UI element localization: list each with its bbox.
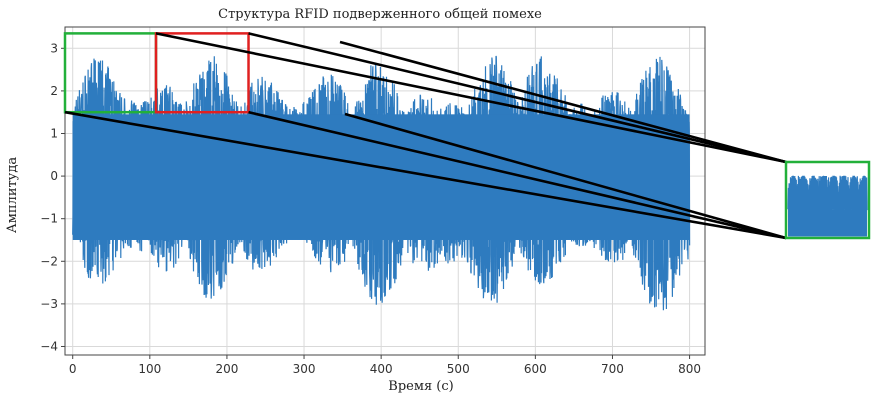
- connector-line: [155, 32, 787, 164]
- y-axis-ticks: −4 −3 −2 −1 0 1 2 3: [40, 41, 65, 353]
- connector-line: [248, 110, 787, 240]
- y-tick-label: −4: [40, 339, 58, 353]
- connector-line: [344, 112, 787, 240]
- y-tick-label: −2: [40, 254, 58, 268]
- x-tick-label: 500: [447, 362, 470, 376]
- y-tick-label: 3: [50, 41, 58, 55]
- connector-line: [248, 32, 787, 164]
- x-tick-label: 300: [293, 362, 316, 376]
- plot-border: [64, 26, 706, 356]
- x-tick-label: 100: [138, 362, 161, 376]
- signal-series: [72, 55, 691, 311]
- y-tick-label: −1: [40, 212, 58, 226]
- red-zoom-box: [154, 32, 250, 114]
- zoom-connectors: [64, 32, 787, 240]
- x-axis-label: Время (с): [388, 379, 453, 394]
- inset-border: [784, 160, 871, 240]
- x-tick-label: 200: [215, 362, 238, 376]
- zoom-inset: [784, 160, 871, 240]
- plot-frame: [64, 26, 706, 356]
- y-axis-label: Амплитуда: [5, 157, 20, 233]
- y-tick-label: 1: [50, 126, 58, 140]
- y-tick-label: 0: [50, 169, 58, 183]
- connector-line: [64, 110, 787, 240]
- zoom-boxes: [63, 32, 250, 114]
- chart-title: Структура RFID подверженного общей помех…: [218, 7, 542, 22]
- y-tick-label: −3: [40, 297, 58, 311]
- x-tick-label: 400: [370, 362, 393, 376]
- x-tick-label: 800: [678, 362, 701, 376]
- inset-signal-band: [788, 209, 867, 237]
- x-axis-ticks: 0 100 200 300 400 500 600 700 800: [69, 355, 701, 376]
- y-tick-label: 2: [50, 84, 58, 98]
- signal-core-band: [72, 114, 690, 240]
- x-tick-label: 700: [601, 362, 624, 376]
- x-tick-label: 0: [69, 362, 77, 376]
- x-tick-label: 600: [524, 362, 547, 376]
- connector-line: [339, 40, 787, 164]
